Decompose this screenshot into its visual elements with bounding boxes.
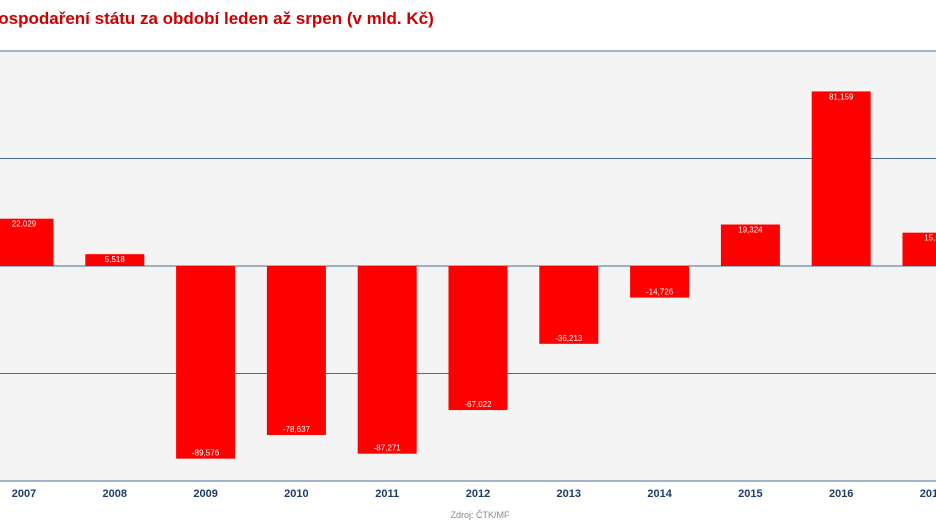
x-tick-label-2016: 2016 <box>829 488 853 500</box>
data-label-2011: -87,271 <box>374 444 402 453</box>
data-label-2010: -78,637 <box>283 425 311 434</box>
bar-2008 <box>85 254 145 266</box>
bar-2012 <box>448 266 508 411</box>
data-label-2016: 81,159 <box>829 92 854 101</box>
x-tick-label-2014: 2014 <box>647 488 672 500</box>
x-tick-label-2017: 2017 <box>920 488 936 500</box>
data-label-2015: 19,324 <box>738 226 763 235</box>
data-label-2008: 5,518 <box>105 255 126 264</box>
bar-2007 <box>0 218 54 266</box>
x-tick-label-2010: 2010 <box>284 488 308 500</box>
bar-2011 <box>357 266 417 454</box>
data-label-2009: -89,576 <box>192 449 220 458</box>
data-label-2012: -67,022 <box>464 400 492 409</box>
bar-2013 <box>539 266 599 344</box>
x-tick-label-2011: 2011 <box>375 488 399 500</box>
bar-2016 <box>811 91 871 266</box>
x-tick-label-2007: 2007 <box>12 488 36 500</box>
x-tick-label-2012: 2012 <box>466 488 490 500</box>
data-label-2014: -14,726 <box>646 288 674 297</box>
bar-2010 <box>266 266 326 435</box>
bar-2017 <box>902 232 936 266</box>
data-label-2013: -36,213 <box>555 334 583 343</box>
chart-title: Hospodaření státu za období leden až srp… <box>0 9 434 28</box>
bar-2015 <box>720 224 780 266</box>
bar-2014 <box>630 266 690 298</box>
data-label-2007: 22,029 <box>12 220 37 229</box>
x-tick-label-2008: 2008 <box>103 488 127 500</box>
data-label-2017: 15,5 <box>924 234 936 243</box>
x-tick-label-2009: 2009 <box>193 488 217 500</box>
x-tick-label-2013: 2013 <box>557 488 581 500</box>
source-note: Zdroj: ČTK/MF <box>450 510 510 520</box>
bar-2009 <box>176 266 236 459</box>
x-tick-label-2015: 2015 <box>738 488 762 500</box>
